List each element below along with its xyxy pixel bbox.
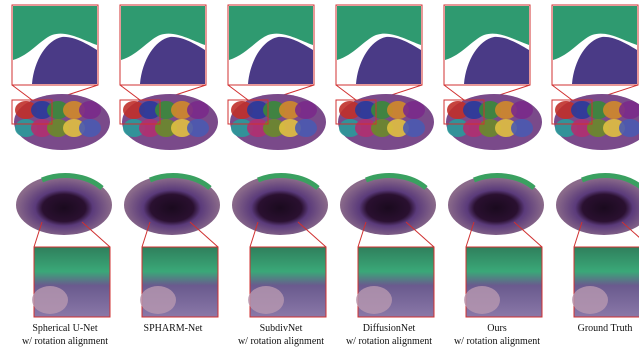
pink-region — [248, 286, 284, 314]
caption: Ours — [487, 323, 507, 334]
caption: w/ rotation alignment — [238, 336, 324, 347]
pink-region — [140, 286, 176, 314]
brain-region — [79, 119, 101, 137]
column: DiffusionNet w/ rotation alignment — [336, 5, 436, 347]
caption: DiffusionNet — [363, 323, 416, 334]
brain-region — [187, 101, 209, 119]
brain-region — [295, 119, 317, 137]
brain-region — [403, 119, 425, 137]
brain-region — [295, 101, 317, 119]
brain-region — [511, 101, 533, 119]
pink-region — [464, 286, 500, 314]
connector — [444, 85, 464, 100]
caption: w/ rotation alignment — [454, 336, 540, 347]
brain-region — [403, 101, 425, 119]
column: Spherical U-Net w/ rotation alignment — [12, 5, 112, 347]
caption: SPHARM-Net — [144, 323, 203, 334]
connector — [12, 85, 32, 100]
column: SubdivNet w/ rotation alignment — [228, 5, 328, 347]
caption: Spherical U-Net — [32, 323, 97, 334]
caption: w/ rotation alignment — [22, 336, 108, 347]
connector — [228, 85, 248, 100]
column: SPHARM-Net — [120, 5, 220, 334]
caption: SubdivNet — [260, 323, 303, 334]
pink-region — [356, 286, 392, 314]
brain-region — [187, 119, 209, 137]
caption: w/ rotation alignment — [346, 336, 432, 347]
caption: Ground Truth — [578, 323, 633, 334]
figure: Spherical U-Net w/ rotation alignment SPHA… — [0, 0, 639, 358]
pink-region — [572, 286, 608, 314]
pink-region — [32, 286, 68, 314]
column: Ours w/ rotation alignment — [444, 5, 544, 347]
connector — [336, 85, 356, 100]
connector — [552, 85, 572, 100]
brain-region — [511, 119, 533, 137]
brain-region — [79, 101, 101, 119]
connector — [120, 85, 140, 100]
column: Ground Truth — [552, 5, 639, 334]
